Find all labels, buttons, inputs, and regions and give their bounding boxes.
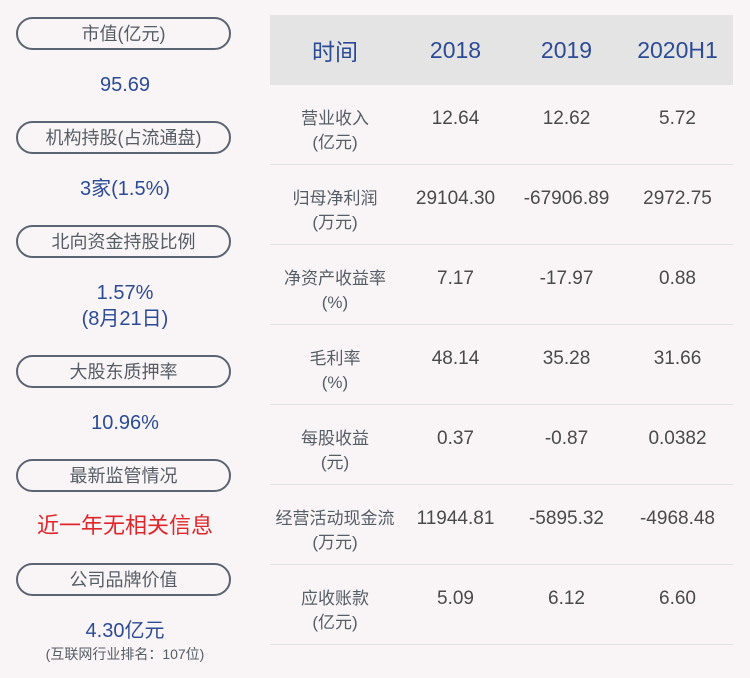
table-cell: 2972.75 [643, 188, 712, 209]
table-cell: 0.0382 [648, 428, 707, 449]
table-row: 每股收益 (元) 0.37 -0.87 0.0382 [270, 405, 733, 485]
table-cell: -4968.48 [639, 508, 715, 529]
table-cell: -67906.89 [523, 188, 610, 209]
row-label: 净资产收益率 [284, 269, 386, 288]
row-unit: (万元) [312, 533, 358, 552]
row-label: 毛利率 [309, 349, 361, 368]
row-label: 归母净利润 [292, 189, 378, 208]
table-cell: -5895.32 [528, 508, 604, 529]
institutional-holdings-value: 3家(1.5%) [79, 178, 171, 200]
table-row: 毛利率 (%) 48.14 35.28 31.66 [270, 325, 733, 405]
table-cell: 5.72 [659, 108, 696, 129]
row-label: 应收账款 [301, 589, 369, 608]
header-time: 时间 [312, 39, 358, 65]
header-2019: 2019 [540, 36, 593, 63]
table-cell: 48.14 [431, 348, 480, 369]
table-row: 经营活动现金流 (万元) 11944.81 -5895.32 -4968.48 [270, 485, 733, 565]
table-cell: 12.64 [431, 108, 480, 129]
table-cell: -17.97 [539, 268, 594, 289]
row-unit: (元) [320, 453, 350, 472]
row-unit: (万元) [312, 213, 358, 232]
market-cap-value: 95.69 [99, 74, 151, 96]
header-2018: 2018 [429, 36, 482, 63]
regulatory-status-label: 最新监管情况 [16, 459, 231, 492]
table-cell: 6.12 [548, 588, 585, 609]
financial-table: 时间 2018 2019 2020H1 营业收入 (亿元) 12.64 12.62… [270, 15, 733, 645]
table-cell: 12.62 [542, 108, 591, 129]
brand-value: 4.30亿元 [85, 620, 165, 642]
northbound-holdings-value: 1.57% [96, 282, 154, 304]
table-cell: 5.09 [437, 588, 474, 609]
table-cell: 0.88 [659, 268, 696, 289]
row-label: 经营活动现金流 [275, 509, 395, 528]
table-cell: 0.37 [437, 428, 474, 449]
table-cell: -0.87 [544, 428, 589, 449]
table-cell: 11944.81 [416, 508, 495, 529]
table-row: 归母净利润 (万元) 29104.30 -67906.89 2972.75 [270, 165, 733, 245]
row-unit: (亿元) [312, 133, 358, 152]
table-cell: 7.17 [437, 268, 474, 289]
row-unit: (亿元) [312, 613, 358, 632]
northbound-holdings-date: (8月21日) [81, 308, 169, 330]
table-row: 净资产收益率 (%) 7.17 -17.97 0.88 [270, 245, 733, 325]
regulatory-status-value: 近一年无相关信息 [36, 513, 213, 538]
table-cell: 35.28 [542, 348, 591, 369]
northbound-holdings-label: 北向资金持股比例 [16, 225, 231, 258]
table-cell: 6.60 [659, 588, 696, 609]
pledge-ratio-label: 大股东质押率 [16, 355, 231, 388]
table-header: 时间 2018 2019 2020H1 [270, 15, 733, 85]
pledge-ratio-value: 10.96% [91, 412, 159, 434]
table-cell: 31.66 [653, 348, 702, 369]
table-row: 应收账款 (亿元) 5.09 6.12 6.60 [270, 565, 733, 645]
market-cap-label: 市值(亿元) [16, 17, 231, 50]
row-unit: (%) [321, 293, 349, 312]
row-label: 每股收益 [301, 429, 369, 448]
header-2020h1: 2020H1 [637, 36, 718, 63]
row-unit: (%) [321, 373, 349, 392]
table-cell: 29104.30 [415, 188, 496, 209]
brand-value-ranking: (互联网行业排名：107位) [45, 646, 205, 662]
table-row: 营业收入 (亿元) 12.64 12.62 5.72 [270, 85, 733, 165]
brand-value-label: 公司品牌价值 [16, 563, 231, 596]
row-label: 营业收入 [301, 109, 369, 128]
institutional-holdings-label: 机构持股(占流通盘) [16, 121, 231, 154]
